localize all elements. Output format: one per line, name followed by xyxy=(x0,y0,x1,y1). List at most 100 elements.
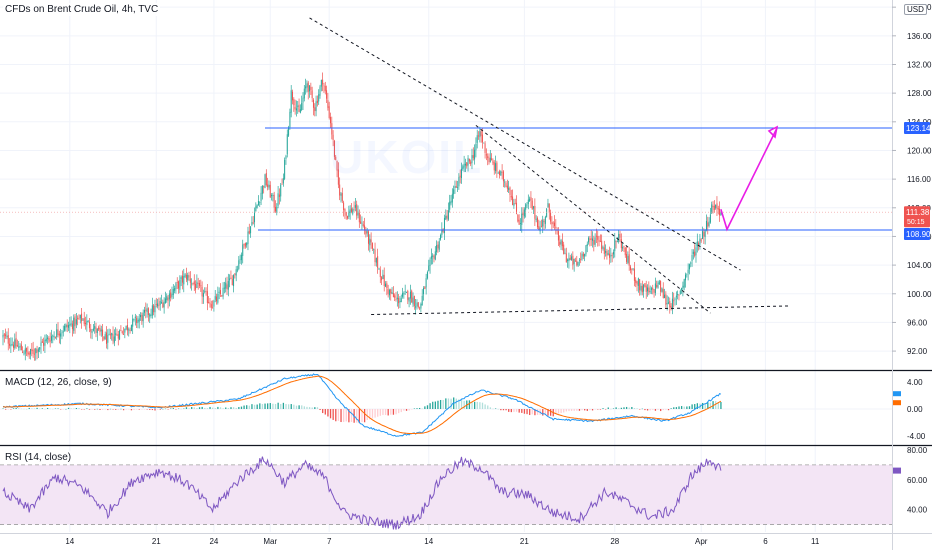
candle-body xyxy=(615,240,617,242)
macd-histogram-bar xyxy=(81,409,83,410)
candle-body xyxy=(586,243,588,247)
candle-body xyxy=(187,274,189,281)
macd-histogram-bar xyxy=(584,409,586,411)
candle-body xyxy=(369,238,371,246)
candle-body xyxy=(36,349,38,353)
candle-body xyxy=(83,318,85,325)
macd-histogram-bar xyxy=(576,409,578,411)
time-tick-label: 24 xyxy=(209,537,218,546)
macd-histogram-bar xyxy=(151,409,154,411)
candle-body xyxy=(28,352,30,355)
candle-body xyxy=(312,99,314,108)
candle-body xyxy=(20,344,22,351)
candle-body xyxy=(476,135,478,143)
macd-histogram-bar xyxy=(675,407,678,410)
candle-body xyxy=(611,255,613,257)
candle-body xyxy=(614,239,616,252)
candle-body xyxy=(467,157,469,166)
level-price-badge xyxy=(904,227,930,240)
macd-histogram-bar xyxy=(358,409,361,424)
macd-histogram-bar xyxy=(468,400,471,410)
macd-histogram-bar xyxy=(39,408,41,410)
candle-body xyxy=(461,168,462,179)
macd-histogram-bar xyxy=(15,408,17,410)
candle-body xyxy=(125,325,127,330)
macd-histogram-bar xyxy=(191,406,193,410)
macd-histogram-bar xyxy=(94,409,96,410)
candle-body xyxy=(538,226,540,230)
rsi-label[interactable]: RSI (14, close) xyxy=(3,451,74,464)
candle-body xyxy=(629,266,631,271)
macd-histogram-bar xyxy=(261,403,264,410)
candles[interactable] xyxy=(2,72,722,361)
candle-body xyxy=(519,223,521,224)
candle-body xyxy=(599,240,601,242)
candle-body xyxy=(386,283,388,288)
candle-body xyxy=(426,272,428,279)
chart-title[interactable]: CFDs on Brent Crude Oil, 4h, TVC xyxy=(3,3,161,16)
macd-histogram-bar xyxy=(654,409,657,411)
candle-body xyxy=(411,290,413,303)
macd-histogram-bar xyxy=(217,406,219,410)
macd-histogram-bar xyxy=(439,399,442,410)
candle-body xyxy=(172,289,174,295)
candle-body xyxy=(423,288,425,295)
candle-body xyxy=(491,158,493,161)
candle-body xyxy=(539,227,541,232)
candle-body xyxy=(557,231,559,241)
candle-body xyxy=(134,316,136,318)
rsi-line xyxy=(2,456,722,530)
candle-body xyxy=(526,204,528,206)
candle-body xyxy=(250,226,252,234)
candle-body xyxy=(140,315,142,318)
candle-body xyxy=(366,231,368,234)
candle-body xyxy=(68,325,69,328)
candle-body xyxy=(96,328,98,334)
macd-histogram-bar xyxy=(83,409,85,410)
macd-histogram-bar xyxy=(5,409,7,410)
macd-histogram-bar xyxy=(172,407,174,410)
time-tick-label: 21 xyxy=(152,537,161,546)
candle-body xyxy=(598,239,600,242)
candle-body xyxy=(284,159,286,179)
candle-body xyxy=(700,239,702,241)
macd-histogram-bar xyxy=(405,409,408,411)
candle-body xyxy=(581,253,583,260)
macd-histogram-bar xyxy=(107,409,109,411)
candle-body xyxy=(719,208,721,216)
candle-body xyxy=(268,184,270,188)
macd-histogram-bar xyxy=(618,408,620,410)
time-tick-label: Apr xyxy=(695,537,708,546)
candle-body xyxy=(487,156,489,158)
candle-body xyxy=(176,282,178,283)
candle-body xyxy=(248,230,250,234)
macd-histogram-bar xyxy=(240,406,243,410)
candle-body xyxy=(52,335,54,337)
candle-body xyxy=(153,305,155,313)
candle-body xyxy=(443,217,445,234)
time-tick-label: 11 xyxy=(811,537,820,546)
candle-body xyxy=(274,206,276,212)
macd-histogram-bar xyxy=(625,406,628,410)
candle-body xyxy=(373,249,375,250)
currency-label[interactable]: USD xyxy=(904,4,927,15)
macd-histogram-bar xyxy=(673,407,675,410)
candle-body xyxy=(618,233,620,242)
macd-histogram-bar xyxy=(432,401,434,410)
candle-body xyxy=(181,275,183,283)
candle-body xyxy=(681,288,683,290)
drawing-lines[interactable] xyxy=(0,17,892,316)
candle-body xyxy=(496,162,498,172)
macd-histogram-bar xyxy=(623,407,625,410)
candle-body xyxy=(30,348,32,355)
rsi-plot[interactable] xyxy=(2,456,722,530)
macd-label[interactable]: MACD (12, 26, close, 9) xyxy=(3,376,114,389)
time-tick-label: Mar xyxy=(263,537,277,546)
macd-plot[interactable] xyxy=(0,373,892,437)
candle-body xyxy=(395,299,397,301)
candle-body xyxy=(688,264,690,270)
macd-histogram-bar xyxy=(542,409,544,416)
candle-body xyxy=(305,86,307,89)
candle-body xyxy=(375,257,377,263)
candle-body xyxy=(619,233,621,238)
